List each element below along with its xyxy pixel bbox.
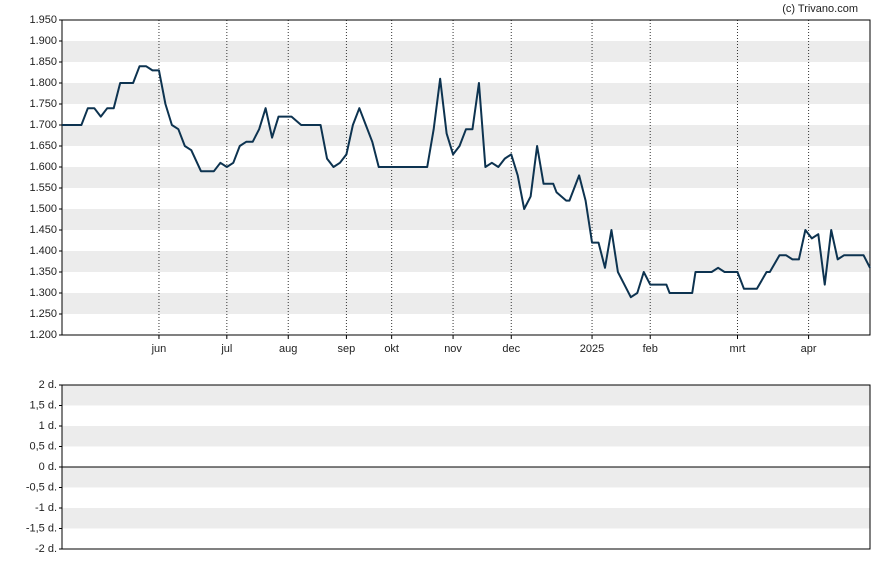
x-tick-label: mrt	[730, 343, 746, 355]
grid-band	[62, 41, 870, 62]
y-tick-label: 1.950	[29, 14, 57, 26]
grid-band	[62, 83, 870, 104]
grid-band	[62, 125, 870, 146]
price-line	[62, 65, 871, 299]
y-tick-label: 1.750	[29, 98, 57, 110]
grid-band	[62, 467, 870, 488]
y-tick-label: 0,5 d.	[29, 440, 57, 452]
x-tick-label: nov	[444, 343, 462, 355]
x-tick-label: jul	[220, 343, 232, 355]
plot-frame	[61, 19, 871, 336]
x-tick-label: aug	[279, 343, 297, 355]
x-tick-label: sep	[338, 343, 356, 355]
y-tick-label: -0,5 d.	[26, 481, 57, 493]
grid-band	[62, 251, 870, 272]
y-tick-label: 1,5 d.	[29, 399, 57, 411]
grid-band	[62, 209, 870, 230]
y-tick-label: -1 d.	[35, 502, 57, 514]
x-tick-label: apr	[801, 343, 817, 355]
y-tick-label: 1.550	[29, 182, 57, 194]
y-tick-label: 1.650	[29, 140, 57, 152]
y-tick-label: 1.400	[29, 245, 57, 257]
grid-band	[62, 426, 870, 447]
plot-frame	[61, 384, 871, 550]
y-tick-label: 1.500	[29, 203, 57, 215]
y-tick-label: 1.850	[29, 56, 57, 68]
grid-band	[62, 167, 870, 188]
credit: (c) Trivano.com	[782, 3, 858, 15]
grid-band	[62, 293, 870, 314]
grid-band	[62, 385, 870, 406]
y-tick-label: 0 d.	[39, 461, 57, 473]
y-tick-label: 1.350	[29, 266, 57, 278]
x-tick-label: feb	[643, 343, 658, 355]
y-tick-label: 1.450	[29, 224, 57, 236]
y-tick-label: 1.250	[29, 308, 57, 320]
y-tick-label: 1.700	[29, 119, 57, 131]
x-tick-label: jun	[151, 343, 167, 355]
y-tick-label: 1 d.	[39, 420, 57, 432]
y-tick-label: 1.600	[29, 161, 57, 173]
y-tick-label: -2 d.	[35, 543, 57, 555]
y-tick-label: 1.900	[29, 35, 57, 47]
x-tick-label: okt	[384, 343, 399, 355]
y-tick-label: 1.300	[29, 287, 57, 299]
grid-band	[62, 508, 870, 529]
y-tick-label: 2 d.	[39, 379, 57, 391]
x-tick-label: 2025	[580, 343, 604, 355]
y-tick-label: -1,5 d.	[26, 522, 57, 534]
x-tick-label: dec	[502, 343, 520, 355]
y-tick-label: 1.800	[29, 77, 57, 89]
y-tick-label: 1.200	[29, 329, 57, 341]
